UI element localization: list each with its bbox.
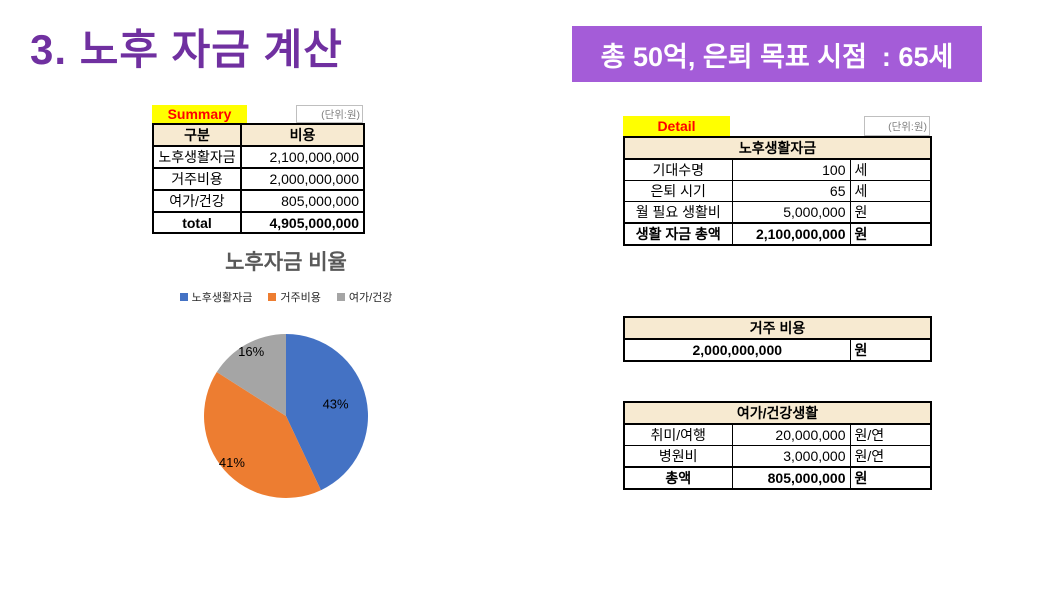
pie-label: 41% xyxy=(219,455,245,470)
total-value: 4,905,000,000 xyxy=(240,211,365,234)
chart-title: 노후자금 비율 xyxy=(225,251,347,274)
row-value: 2,000,000,000 xyxy=(240,167,365,191)
slide-title: 3. 노후 자금 계산 xyxy=(30,26,343,73)
chart-legend: 노후생활자금 거주비용 여가/건강 xyxy=(150,290,422,304)
row-unit: 세 xyxy=(849,180,932,202)
total-unit: 원 xyxy=(849,466,932,490)
row-value: 20,000,000 xyxy=(731,423,851,446)
pie-label: 43% xyxy=(323,396,349,411)
detail-tag: Detail xyxy=(623,116,730,136)
summary-header-row: 구분 비용 xyxy=(152,123,365,147)
retirement-ratio-chart: 노후자금 비율 노후생활자금 거주비용 여가/건강 43% 41% 16% xyxy=(150,250,422,540)
total-label: 생활 자금 총액 xyxy=(623,222,733,246)
pie-slice-1 xyxy=(204,372,321,499)
legend-label: 거주비용 xyxy=(280,292,321,304)
row-value: 2,100,000,000 xyxy=(240,145,365,169)
legend-swatch-icon xyxy=(268,293,277,301)
summary-tag-row: Summary (단위:원) xyxy=(152,105,363,123)
row-label: 노후생활자금 xyxy=(152,145,242,169)
row-value: 3,000,000 xyxy=(731,445,851,468)
section-header-row: 노후생활자금 xyxy=(623,136,932,160)
section-header: 거주 비용 xyxy=(623,316,932,340)
pie-slice-2 xyxy=(216,334,286,416)
leisure-total-row: 총액 805,000,000 원 xyxy=(623,466,932,490)
total-label: 총액 xyxy=(623,466,733,490)
legend-label: 여가/건강 xyxy=(348,292,393,304)
detail-tag-row: Detail (단위:원) xyxy=(623,116,930,136)
legend-label: 노후생활자금 xyxy=(191,292,253,304)
table-row: 여가/건강 805,000,000 xyxy=(152,189,365,213)
summary-unit-note: (단위:원) xyxy=(296,105,363,123)
leisure-health-table: 여가/건강생활 취미/여행 20,000,000 원/연 병원비 3,000,0… xyxy=(623,401,932,490)
summary-col-header-cost: 비용 xyxy=(240,123,365,147)
table-row: 취미/여행 20,000,000 원/연 xyxy=(623,423,932,446)
legend-item: 거주비용 xyxy=(268,289,321,305)
pie-slice-0 xyxy=(286,334,369,491)
housing-value-row: 2,000,000,000 원 xyxy=(623,338,932,362)
row-label: 거주비용 xyxy=(152,167,242,191)
row-label: 월 필요 생활비 xyxy=(623,201,733,224)
row-unit: 세 xyxy=(849,158,932,181)
table-row: 노후생활자금 2,100,000,000 xyxy=(152,145,365,169)
legend-item: 노후생활자금 xyxy=(179,289,253,305)
row-label: 은퇴 시기 xyxy=(623,180,733,202)
row-value: 805,000,000 xyxy=(240,189,365,213)
row-value: 65 xyxy=(731,180,851,202)
section-header-row: 여가/건강생활 xyxy=(623,401,932,425)
legend-swatch-icon xyxy=(336,293,345,301)
row-unit: 원/연 xyxy=(849,423,932,446)
housing-cost-table: 거주 비용 2,000,000,000 원 xyxy=(623,316,933,362)
row-value: 5,000,000 xyxy=(731,201,851,224)
living-total-row: 생활 자금 총액 2,100,000,000 원 xyxy=(623,222,932,246)
row-unit: 원 xyxy=(849,201,932,224)
table-row: 거주비용 2,000,000,000 xyxy=(152,167,365,191)
table-row: 기대수명 100 세 xyxy=(623,158,932,181)
row-label: 병원비 xyxy=(623,445,733,468)
detail-unit-note: (단위:원) xyxy=(864,116,930,136)
section-header: 노후생활자금 xyxy=(623,136,932,160)
summary-tag: Summary xyxy=(152,105,247,123)
section-header: 여가/건강생활 xyxy=(623,401,932,425)
row-unit: 원/연 xyxy=(849,445,932,468)
table-row: 은퇴 시기 65 세 xyxy=(623,180,932,202)
total-value: 2,100,000,000 xyxy=(731,222,851,246)
legend-swatch-icon xyxy=(179,293,188,301)
living-fund-table: 노후생활자금 기대수명 100 세 은퇴 시기 65 세 월 필요 생활비 5,… xyxy=(623,136,932,246)
pie-chart: 43% 41% 16% xyxy=(204,334,369,499)
total-unit: 원 xyxy=(849,222,932,246)
total-label: total xyxy=(152,211,242,234)
row-label: 취미/여행 xyxy=(623,423,733,446)
row-label: 여가/건강 xyxy=(152,189,242,213)
total-value: 805,000,000 xyxy=(731,466,851,490)
section-header-row: 거주 비용 xyxy=(623,316,932,340)
table-row: 월 필요 생활비 5,000,000 원 xyxy=(623,201,932,224)
row-unit: 원 xyxy=(849,338,932,362)
table-row: 병원비 3,000,000 원/연 xyxy=(623,445,932,468)
summary-total-row: total 4,905,000,000 xyxy=(152,211,365,234)
row-label: 기대수명 xyxy=(623,158,733,181)
legend-item: 여가/건강 xyxy=(336,289,393,305)
row-value: 100 xyxy=(731,158,851,181)
pie-label: 16% xyxy=(238,344,264,359)
summary-table: 구분 비용 노후생활자금 2,100,000,000 거주비용 2,000,00… xyxy=(152,123,365,234)
row-value: 2,000,000,000 xyxy=(623,338,851,362)
goal-banner: 총 50억, 은퇴 목표 시점 : 65세 xyxy=(572,26,982,82)
summary-col-header-gubun: 구분 xyxy=(152,123,242,147)
